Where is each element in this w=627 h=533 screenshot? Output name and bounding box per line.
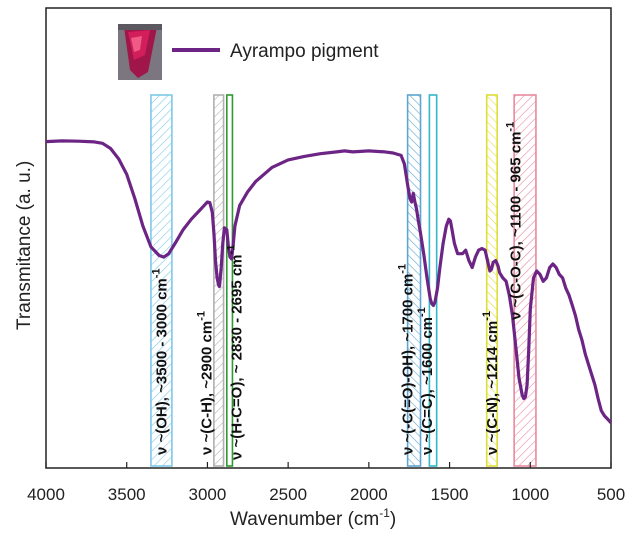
x-tick-label: 1000 bbox=[511, 485, 549, 504]
band-annotation-4: ν ~(C=C), ~1600 cm-1 bbox=[416, 307, 436, 455]
x-tick-label: 500 bbox=[597, 485, 625, 504]
band-rect-3 bbox=[406, 94, 422, 467]
x-axis-title: Wavenumber (cm-1) bbox=[230, 506, 396, 530]
x-tick-label: 2000 bbox=[350, 485, 388, 504]
x-tick-label: 1500 bbox=[431, 485, 469, 504]
band-rect-2 bbox=[226, 94, 234, 467]
y-axis-title: Transmitance (a. u.) bbox=[14, 161, 35, 330]
x-tick-label: 3500 bbox=[108, 485, 146, 504]
band-annotation-3: ν ~(-C(=O)-OH), ~1700 cm-1 bbox=[396, 264, 416, 455]
x-tick-label: 4000 bbox=[27, 485, 65, 504]
x-tick-label: 3000 bbox=[189, 485, 227, 504]
band-rect-5 bbox=[485, 94, 498, 467]
band-rect-4 bbox=[428, 94, 438, 467]
x-axis-title-sup: -1 bbox=[379, 506, 390, 520]
band-annotation-5: ν ~(C-N), ~1214 cm-1 bbox=[481, 311, 501, 455]
plot-frame bbox=[45, 7, 612, 469]
spectrum-line bbox=[46, 139, 611, 424]
spectrum-line-layer bbox=[46, 139, 611, 424]
band-rect-0 bbox=[150, 94, 173, 467]
band-annotation-0: ν ~(OH), ~3500 - 3000 cm-1 bbox=[150, 268, 170, 455]
x-axis-ticks: 4000 3500 3000 2500 2000 1500 1000 500 bbox=[27, 462, 625, 504]
band-annotations: ν ~(OH), ~3500 - 3000 cm-1 ν ~(C-H), ~290… bbox=[150, 122, 524, 460]
band-annotation-2: ν ~(H-C=O), ~ 2830 - 2695 cm-1 bbox=[225, 245, 245, 460]
legend-label: Ayrampo pigment bbox=[230, 41, 379, 62]
pigment-sample-thumbnail bbox=[118, 24, 162, 80]
band-annotation-6: ν ~(C-O-C), ~1100 - 965 cm-1 bbox=[505, 122, 525, 320]
legend: Ayrampo pigment bbox=[118, 24, 379, 80]
x-tick-label: 2500 bbox=[269, 485, 307, 504]
band-annotation-1: ν ~(C-H), ~2900 cm-1 bbox=[196, 311, 216, 455]
